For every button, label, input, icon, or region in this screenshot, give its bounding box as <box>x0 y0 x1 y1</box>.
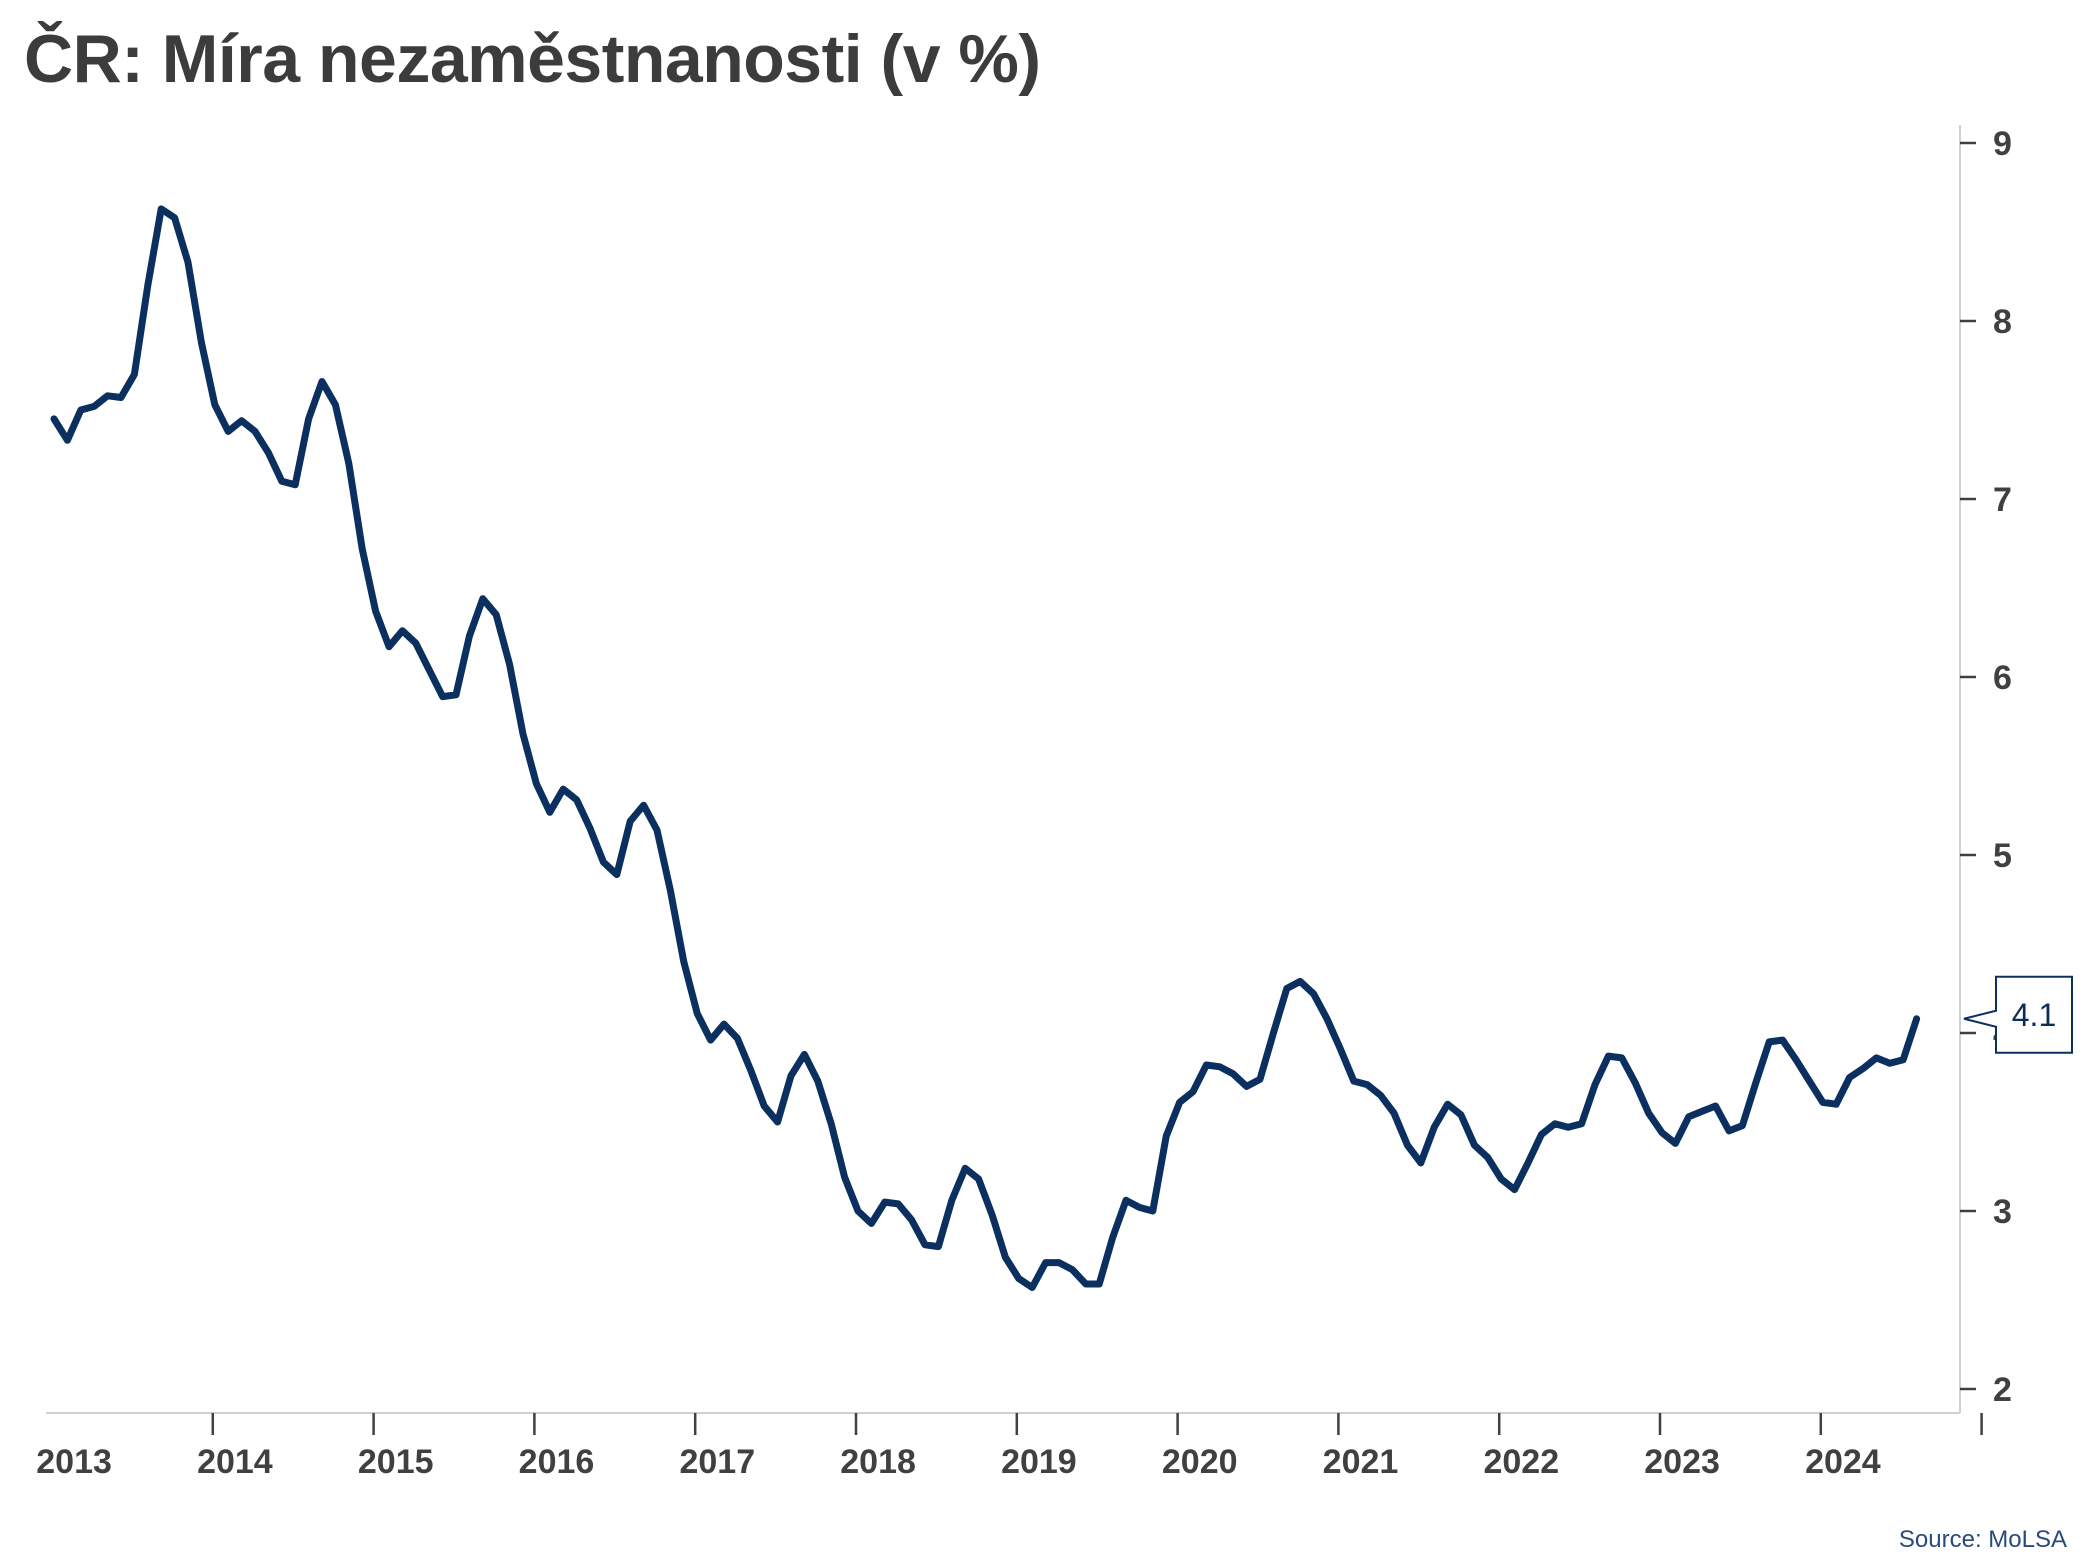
x-tick-label: 2017 <box>679 1443 755 1481</box>
y-tick-label: 6 <box>1993 659 2012 697</box>
x-tick-label: 2016 <box>519 1443 595 1481</box>
x-tick-label: 2023 <box>1644 1443 1720 1481</box>
callout-box <box>1963 975 2073 1054</box>
x-tick-label: 2020 <box>1162 1443 1238 1481</box>
x-tick-label: 2021 <box>1323 1443 1399 1481</box>
series-line-unemployment-rate <box>50 205 1921 1291</box>
y-tick-label: 5 <box>1993 837 2012 875</box>
x-tick-label: 2018 <box>840 1443 916 1481</box>
x-tick-label: 2022 <box>1483 1443 1559 1481</box>
y-tick-label: 7 <box>1993 481 2012 519</box>
y-tick-label: 9 <box>1993 125 2012 163</box>
y-axis: 23456789 <box>1959 125 2012 1413</box>
source-note: Source: MoLSA <box>1898 1526 2067 1553</box>
y-tick-label: 2 <box>1993 1371 2012 1409</box>
x-tick-label: 2024 <box>1805 1443 1881 1481</box>
x-tick-label: 2015 <box>358 1443 434 1481</box>
last-value-callout: 4.1 <box>1963 975 2073 1054</box>
series-group <box>50 205 1921 1291</box>
x-axis: 2013 2014 2015 2016 2017 2018 2019 2020 2021 2022… <box>36 1412 1983 1481</box>
chart-title: ČR: Míra nezaměstnanosti (v %) <box>24 21 1041 97</box>
last-value-label: 4.1 <box>2012 997 2056 1033</box>
x-tick-label: 2019 <box>1001 1443 1077 1481</box>
y-tick-label: 8 <box>1993 303 2012 341</box>
x-tick-label: 2013 <box>36 1443 112 1481</box>
x-tick-label: 2014 <box>197 1443 273 1481</box>
y-tick-label: 3 <box>1993 1193 2012 1231</box>
